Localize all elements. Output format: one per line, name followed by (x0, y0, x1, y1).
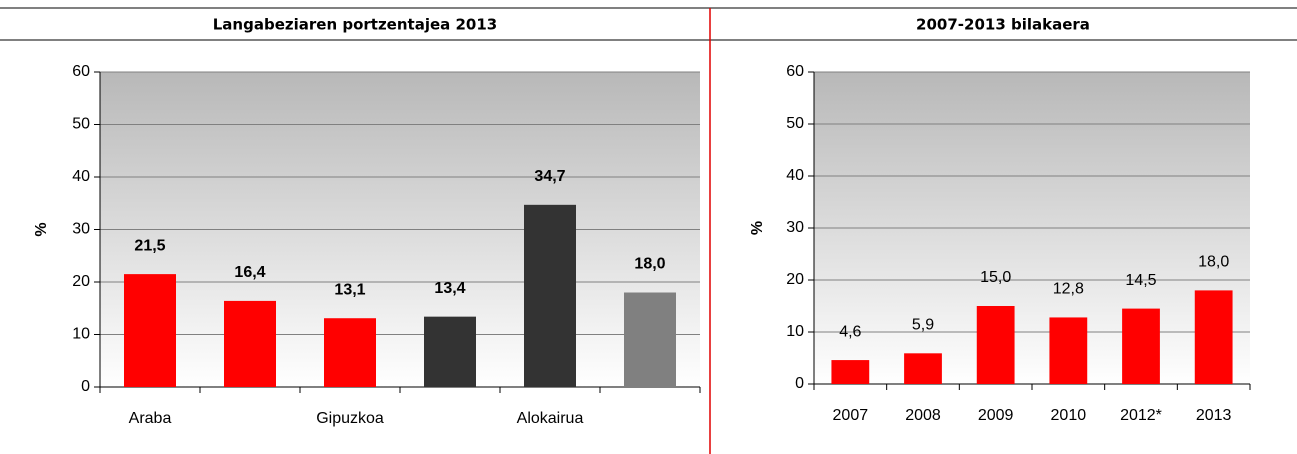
data-label: 12,8 (1053, 281, 1084, 298)
bar (124, 274, 176, 387)
y-axis-label: % (749, 221, 766, 235)
y-tick-label: 30 (786, 219, 804, 236)
bar (624, 292, 676, 387)
x-tick-label: 2007 (833, 407, 869, 424)
y-tick-label: 30 (72, 221, 90, 238)
y-tick-label: 60 (786, 63, 804, 80)
x-tick-label: Gipuzkoa (316, 410, 384, 427)
y-axis-label: % (33, 222, 50, 236)
y-tick-label: 0 (795, 375, 804, 392)
x-tick-label: Alokairua (517, 410, 584, 427)
data-label: 18,0 (634, 256, 665, 273)
bar (904, 353, 942, 384)
x-tick-label: 2009 (978, 407, 1014, 424)
y-tick-label: 20 (72, 273, 90, 290)
bar (976, 306, 1015, 384)
bar (324, 318, 376, 387)
data-label: 18,0 (1198, 254, 1229, 271)
x-tick-label: Araba (129, 410, 172, 427)
x-tick-label: 2010 (1051, 407, 1087, 424)
x-tick-label: 2013 (1196, 407, 1232, 424)
data-label: 21,5 (134, 237, 165, 254)
bar (424, 316, 476, 387)
data-label: 15,0 (980, 269, 1011, 286)
y-tick-label: 10 (72, 326, 90, 343)
y-tick-label: 40 (786, 167, 804, 184)
bar (1194, 290, 1233, 384)
y-tick-label: 50 (72, 116, 90, 133)
data-label: 13,1 (334, 281, 365, 298)
y-tick-label: 20 (786, 271, 804, 288)
y-tick-label: 10 (786, 323, 804, 340)
bar (831, 360, 870, 384)
data-label: 14,5 (1125, 272, 1156, 289)
data-label: 4,6 (839, 323, 861, 340)
y-tick-label: 60 (72, 63, 90, 80)
y-tick-label: 0 (81, 378, 90, 395)
chart-title: Langabeziaren portzentajea 2013 (213, 16, 498, 34)
bar (224, 300, 276, 387)
bar (1049, 317, 1088, 384)
data-label: 16,4 (234, 264, 265, 281)
bar (524, 204, 576, 387)
chart-title: 2007-2013 bilakaera (916, 16, 1090, 34)
bar (1122, 308, 1160, 384)
y-tick-label: 40 (72, 168, 90, 185)
x-tick-label: 2008 (905, 407, 941, 424)
data-label: 34,7 (534, 168, 565, 185)
data-label: 5,9 (912, 317, 934, 334)
y-tick-label: 50 (786, 115, 804, 132)
x-tick-label: 2012* (1120, 407, 1162, 424)
data-label: 13,4 (434, 280, 465, 297)
